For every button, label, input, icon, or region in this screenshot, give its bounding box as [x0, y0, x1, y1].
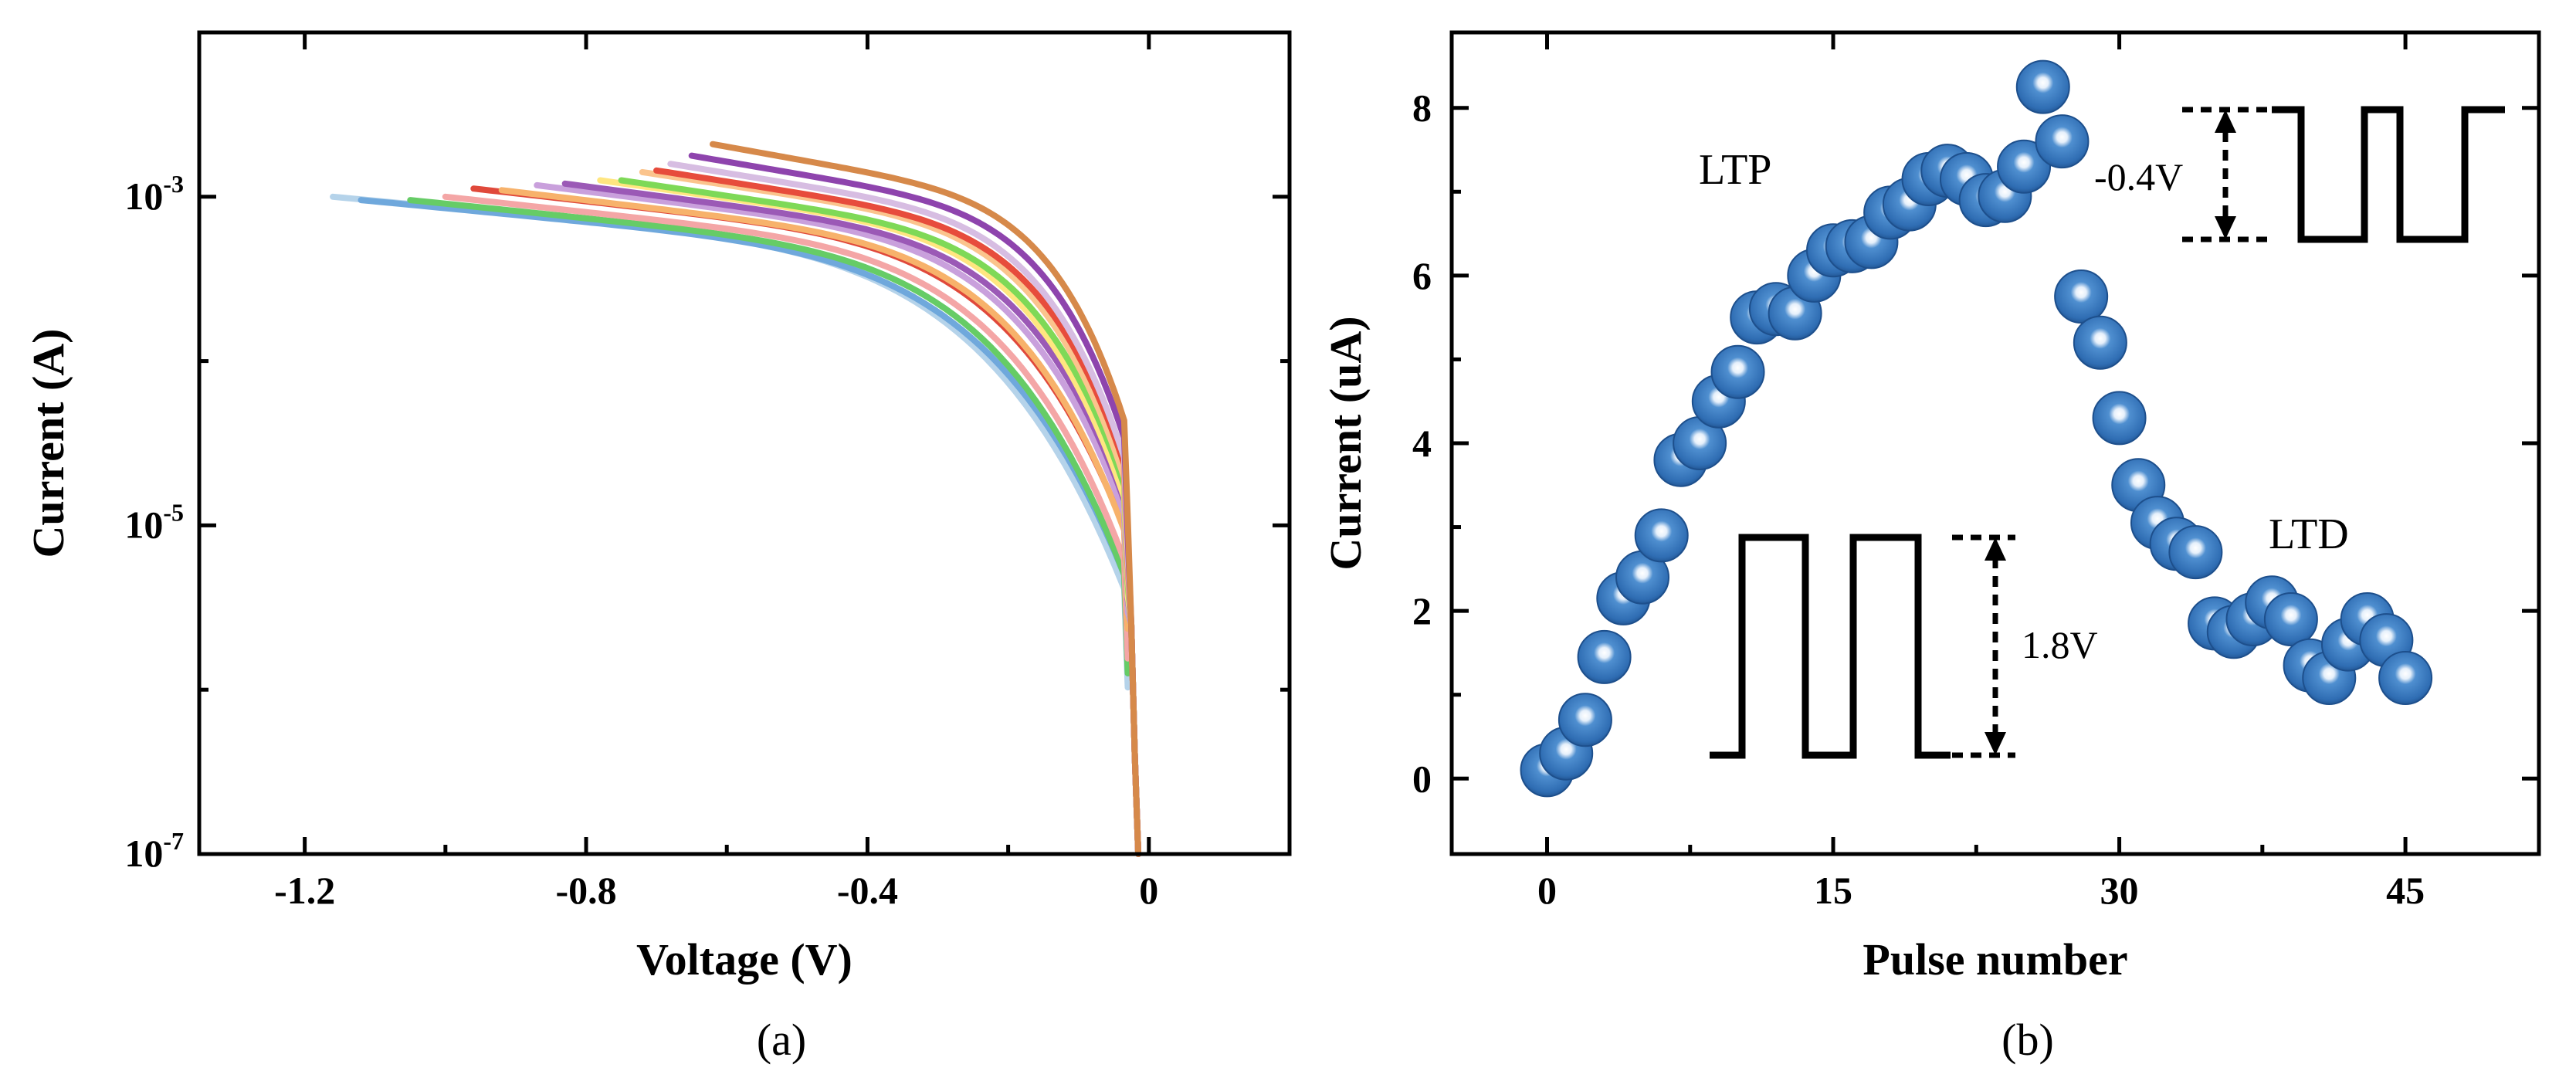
data-point: [1710, 344, 1765, 399]
ltp-label: LTP: [1699, 146, 1771, 194]
depression-arrow-down: [2215, 216, 2236, 239]
ltd-label: LTD: [2269, 510, 2349, 558]
iv-curve: [667, 161, 1142, 857]
data-point: [2378, 651, 2433, 705]
x-tick-label: 30: [2100, 869, 2139, 912]
data-point: [2092, 391, 2147, 446]
panel-a-frame: [197, 30, 1292, 856]
panel-a-y-axis-title: Current (A): [23, 329, 73, 558]
panel-b-pulse-response: 0 15 30 45 0 2 4 6 8 -0.4V 1.8V LTP LTD Pulse n…: [1320, 30, 2541, 1065]
depression-arrow-up: [2215, 110, 2236, 133]
potentiation-pulse-inset: 1.8V: [1710, 534, 2098, 759]
iv-curve: [358, 197, 1142, 857]
panel-a-iv-curves: -1.2 -0.8 -0.4 0 10-3 10-5 10-7 Voltage (V) C…: [23, 30, 1292, 1065]
x-tick-label: 15: [1814, 869, 1852, 912]
potentiation-amplitude-label: 1.8V: [2022, 623, 2098, 666]
iv-curve: [534, 181, 1142, 857]
y-tick-label: 10-3: [124, 170, 184, 218]
iv-curve: [688, 152, 1142, 857]
y-tick-label: 0: [1412, 757, 1432, 800]
panel-a-y-ticks: 10-3 10-5 10-7: [124, 170, 1290, 875]
x-tick-label: -1.2: [274, 869, 335, 912]
iv-curve: [442, 193, 1142, 857]
iv-curve: [653, 167, 1142, 857]
panel-b-label: (b): [2001, 1015, 2054, 1065]
data-point: [2015, 59, 2070, 114]
panel-b-y-ticks: 0 2 4 6 8: [1412, 86, 2539, 800]
y-tick-label: 4: [1412, 422, 1432, 465]
x-tick-label: -0.8: [555, 869, 616, 912]
depression-pulse-train: [2272, 106, 2505, 243]
iv-curve: [561, 180, 1142, 857]
y-tick-label: 10-7: [124, 827, 184, 875]
data-point: [2073, 315, 2127, 370]
data-point: [2263, 592, 2318, 646]
x-tick-label: 45: [2386, 869, 2425, 912]
scatter-point-group: [1520, 59, 2433, 798]
potentiation-arrow-down: [1985, 732, 2006, 755]
iv-curve: [498, 187, 1142, 857]
panel-b-x-axis-title: Pulse number: [1863, 934, 2127, 985]
data-point: [1634, 508, 1689, 563]
data-point: [2054, 269, 2109, 324]
panel-a-x-ticks: -1.2 -0.8 -0.4 0: [274, 32, 1158, 912]
data-point: [2168, 525, 2223, 580]
iv-curve: [407, 197, 1142, 857]
y-tick-label: 10-5: [124, 498, 184, 546]
data-point: [1997, 139, 2052, 194]
iv-curve: [710, 141, 1142, 857]
x-tick-label: 0: [1537, 869, 1557, 912]
y-tick-label: 8: [1412, 86, 1432, 130]
panel-a-x-axis-title: Voltage (V): [636, 934, 852, 985]
panel-b-y-axis-title: Current (uA): [1320, 316, 1371, 570]
data-point: [1557, 693, 1612, 747]
data-point: [2035, 114, 2090, 169]
y-tick-label: 2: [1412, 589, 1432, 632]
depression-pulse-inset: -0.4V: [2094, 106, 2505, 243]
panel-b-x-ticks: 0 15 30 45: [1537, 32, 2425, 912]
panel-a-label: (a): [757, 1015, 806, 1065]
x-tick-label: -0.4: [837, 869, 898, 912]
data-point: [1577, 629, 1632, 684]
y-tick-label: 6: [1412, 254, 1432, 297]
iv-curve: [618, 177, 1142, 857]
x-tick-label: 0: [1139, 869, 1158, 912]
potentiation-arrow-up: [1985, 537, 2006, 561]
depression-amplitude-label: -0.4V: [2094, 155, 2183, 198]
iv-curve: [639, 168, 1142, 857]
potentiation-pulse-train: [1710, 534, 1951, 759]
iv-curve-group: [330, 141, 1142, 857]
